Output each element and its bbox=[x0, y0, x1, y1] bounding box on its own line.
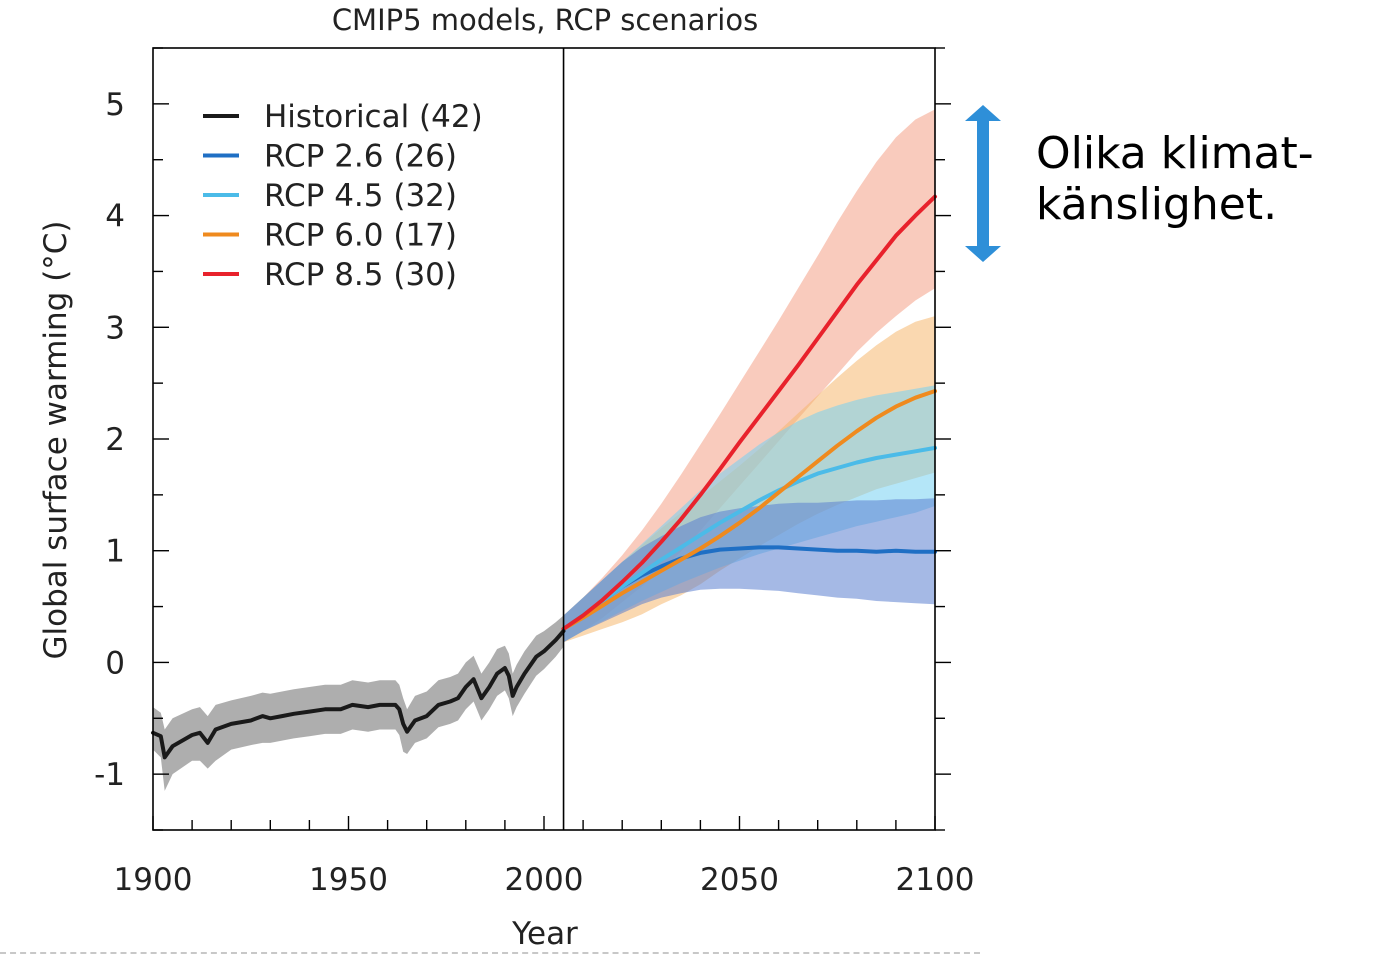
x-tick-label: 2100 bbox=[896, 862, 975, 898]
band-rcp-2-6-26 bbox=[563, 498, 935, 643]
bottom-divider bbox=[0, 952, 980, 954]
arrow-shaft bbox=[977, 117, 989, 250]
annotation-line-1: Olika klimat- bbox=[1036, 128, 1314, 179]
legend-label: Historical (42) bbox=[264, 99, 483, 135]
x-tick-label: 1950 bbox=[309, 862, 388, 898]
tick-labels: 1900 1950 2000 2050 2100 -1 0 1 2 3 4 5 bbox=[94, 87, 974, 898]
y-tick-label: 3 bbox=[105, 310, 125, 346]
y-tick-label: 5 bbox=[105, 87, 125, 123]
line-historical-42 bbox=[151, 629, 566, 760]
band-rcp-8-5-30 bbox=[563, 109, 935, 643]
y-axis-label: Global surface warming (°C) bbox=[38, 220, 74, 659]
climate-sensitivity-annotation: Olika klimat- känslighet. bbox=[1036, 128, 1314, 230]
y-tick-label: 0 bbox=[105, 645, 125, 681]
band-historical-42 bbox=[153, 615, 564, 791]
chart-title: CMIP5 models, RCP scenarios bbox=[332, 3, 758, 37]
legend-label: RCP 6.0 (17) bbox=[264, 218, 457, 254]
line-rcp-8-5-30 bbox=[561, 194, 937, 631]
series-lines bbox=[151, 194, 937, 760]
line-rcp-4-5-32 bbox=[561, 445, 937, 631]
legend-label: RCP 8.5 (30) bbox=[264, 257, 457, 293]
y-tick-label: 2 bbox=[105, 422, 125, 458]
arrow-head-down bbox=[965, 246, 1001, 262]
legend: Historical (42) RCP 2.6 (26)RCP 4.5 (32) R… bbox=[203, 99, 483, 293]
y-tick-label: 4 bbox=[105, 199, 125, 235]
x-axis-label: Year bbox=[511, 916, 578, 952]
y-tick-label: 1 bbox=[105, 534, 125, 570]
arrow-head-up bbox=[965, 105, 1001, 121]
x-tick-label: 2000 bbox=[505, 862, 584, 898]
x-tick-label: 2050 bbox=[700, 862, 779, 898]
annotation-line-2: känslighet. bbox=[1036, 179, 1278, 230]
legend-label: RCP 4.5 (32) bbox=[264, 178, 457, 214]
line-rcp-6-0-17 bbox=[561, 389, 937, 631]
axis-ticks bbox=[152, 47, 951, 831]
legend-label: RCP 2.6 (26) bbox=[264, 139, 457, 175]
x-tick-label: 1900 bbox=[114, 862, 193, 898]
y-tick-label: -1 bbox=[94, 757, 125, 793]
double-arrow-icon bbox=[965, 105, 1001, 262]
